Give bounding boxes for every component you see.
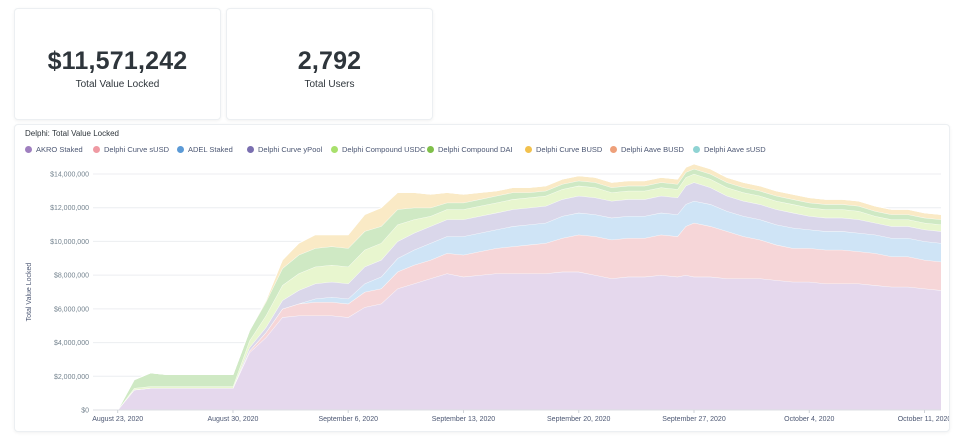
legend-item-delphi-curve-susd[interactable]: Delphi Curve sUSD [93,145,169,154]
y-tick-label: $2,000,000 [54,374,89,381]
kpi-card-total-value-locked[interactable]: $11,571,242 Total Value Locked [14,8,221,120]
y-tick-label: $14,000,000 [50,172,89,179]
legend-swatch [93,146,100,153]
x-tick-label: September 27, 2020 [662,416,726,423]
legend-label: Delphi Curve BUSD [536,145,603,154]
x-tick-label: August 30, 2020 [207,416,258,423]
legend-label: Delphi Aave sUSD [704,145,766,154]
y-tick-label: $8,000,000 [54,273,89,280]
legend-swatch [525,146,532,153]
chart-title[interactable]: Delphi: Total Value Locked [25,129,119,138]
y-tick-label: $0 [81,408,89,415]
legend-item-delphi-aave-susd[interactable]: Delphi Aave sUSD [693,145,766,154]
legend-label: Delphi Aave BUSD [621,145,684,154]
legend-swatch [427,146,434,153]
legend-item-adel-staked[interactable]: ADEL Staked [177,145,233,154]
y-tick-label: $6,000,000 [54,306,89,313]
x-tick-label: September 13, 2020 [432,416,496,423]
area-adel-staked[interactable] [93,201,941,410]
y-tick-label: $10,000,000 [50,239,89,246]
x-tick-label: October 4, 2020 [784,416,834,423]
x-tick-label: August 23, 2020 [92,416,143,423]
legend-swatch [610,146,617,153]
legend-item-delphi-curve-busd[interactable]: Delphi Curve BUSD [525,145,602,154]
tvl-chart-card: Delphi: Total Value Locked AKRO Staked De… [14,124,950,432]
tvl-area-chart[interactable]: $0 $2,000,000 $4,000,000 $6,000,000 $8,000,0… [15,125,949,431]
legend-label: Delphi Curve yPool [258,145,323,154]
legend-label: Delphi Compound USDC [342,145,426,154]
area-delphi-curve-susd[interactable] [93,222,941,410]
legend-item-delphi-compound-usdc[interactable]: Delphi Compound USDC [331,145,425,154]
legend-label: AKRO Staked [36,145,83,154]
legend-swatch [177,146,184,153]
kpi-label: Total Value Locked [75,79,160,90]
chart-legend: AKRO Staked Delphi Curve sUSD ADEL Staked D… [25,145,939,157]
legend-item-delphi-aave-busd[interactable]: Delphi Aave BUSD [610,145,684,154]
x-tick-label: October 11, 2020 [898,416,949,423]
kpi-label: Total Users [304,79,355,90]
legend-item-akro-staked[interactable]: AKRO Staked [25,145,83,154]
legend-label: Delphi Compound DAI [438,145,513,154]
legend-label: ADEL Staked [188,145,233,154]
area-edge-delphi-aave-susd [93,163,942,411]
legend-label: Delphi Curve sUSD [104,145,170,154]
y-axis-label: Total Value Locked [26,263,33,322]
legend-swatch [331,146,338,153]
y-tick-label: $4,000,000 [54,340,89,347]
area-delphi-compound-dai[interactable] [93,168,941,410]
x-tick-label: September 20, 2020 [547,416,611,423]
kpi-value: 2,792 [297,47,362,75]
legend-item-delphi-curve-ypool[interactable]: Delphi Curve yPool [247,145,322,154]
kpi-value: $11,571,242 [47,47,188,75]
x-tick-label: September 6, 2020 [318,416,378,423]
legend-swatch [693,146,700,153]
area-akro-staked[interactable] [93,271,941,410]
legend-item-delphi-compound-dai[interactable]: Delphi Compound DAI [427,145,513,154]
legend-swatch [247,146,254,153]
legend-swatch [25,146,32,153]
y-tick-label: $12,000,000 [50,205,89,212]
kpi-card-total-users[interactable]: 2,792 Total Users [226,8,433,120]
